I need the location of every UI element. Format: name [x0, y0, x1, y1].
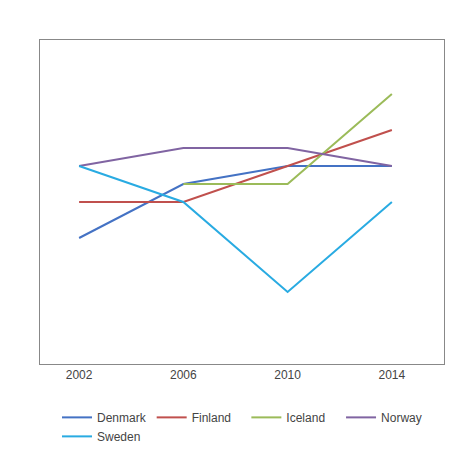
svg-text:2006: 2006	[170, 368, 197, 382]
svg-text:Denmark: Denmark	[97, 411, 147, 425]
svg-text:2010: 2010	[274, 368, 301, 382]
svg-text:Sweden: Sweden	[97, 430, 140, 444]
svg-text:Finland: Finland	[192, 411, 231, 425]
svg-text:2014: 2014	[379, 368, 406, 382]
svg-text:2002: 2002	[66, 368, 93, 382]
svg-text:Norway: Norway	[381, 411, 422, 425]
svg-text:Iceland: Iceland	[286, 411, 325, 425]
